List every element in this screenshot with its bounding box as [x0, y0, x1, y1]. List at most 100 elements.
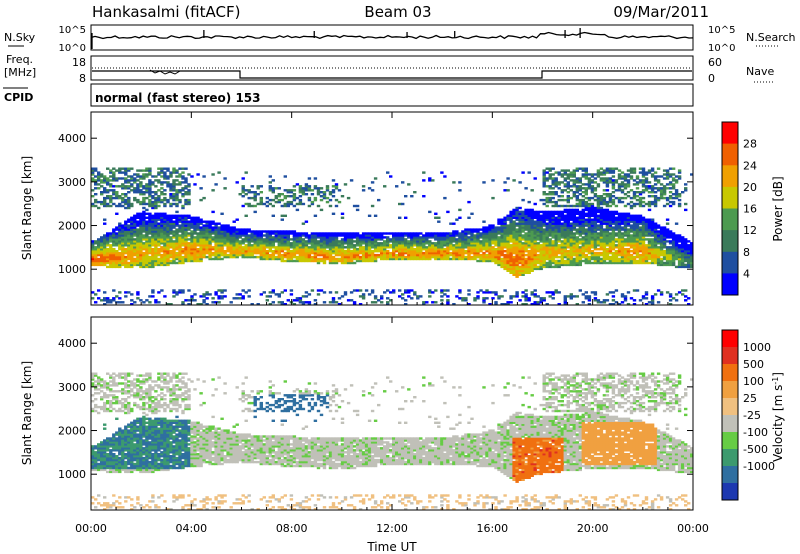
power-cell: [370, 204, 375, 208]
power-cell: [334, 248, 339, 251]
power-cell: [91, 253, 95, 257]
power-cell: [307, 187, 312, 190]
power-cell: [214, 234, 218, 237]
power-cell: [437, 251, 441, 255]
power-cell: [193, 242, 197, 245]
power-cell: [629, 220, 634, 223]
power-cell: [398, 253, 402, 257]
power-cell: [560, 240, 564, 243]
power-cell: [175, 193, 179, 196]
power-cell: [395, 253, 399, 257]
power-cell: [121, 177, 125, 180]
power-cell: [560, 228, 564, 231]
power-cell: [545, 251, 549, 255]
power-cell: [184, 244, 188, 247]
power-cell: [364, 236, 369, 239]
power-cell: [145, 230, 149, 233]
power-cell: [337, 253, 342, 257]
power-cell: [431, 253, 435, 257]
power-cell: [527, 253, 531, 257]
power-cell: [449, 232, 453, 235]
power-cell: [166, 183, 170, 186]
power-cell: [629, 228, 634, 231]
power-cell: [169, 238, 173, 241]
power-cell: [506, 250, 510, 253]
power-cell: [470, 232, 474, 235]
power-cell: [629, 216, 634, 219]
power-cell: [419, 295, 423, 298]
power-cell: [202, 242, 206, 245]
power-cell: [530, 234, 534, 237]
power-cell: [641, 183, 646, 186]
power-cell: [106, 250, 110, 253]
power-cell: [274, 232, 278, 235]
power-cell: [611, 251, 616, 255]
power-cell: [500, 236, 504, 239]
power-cell: [614, 257, 619, 261]
power-cell: [187, 255, 191, 259]
power-cell: [491, 240, 495, 243]
power-cell: [139, 253, 143, 257]
power-cell: [193, 236, 197, 239]
power-cell: [295, 299, 300, 302]
power-cell: [184, 230, 188, 233]
power-cell: [632, 216, 637, 219]
power-cell: [452, 248, 456, 251]
power-cell: [551, 218, 555, 221]
power-cell: [331, 185, 336, 188]
power-cell: [590, 246, 595, 249]
power-cell: [313, 196, 318, 200]
power-cell: [608, 220, 613, 223]
power-cell: [295, 242, 300, 245]
power-cell: [373, 232, 378, 235]
power-cell: [635, 244, 640, 247]
power-cell: [208, 236, 212, 239]
power-cell: [566, 191, 570, 194]
power-cell: [617, 220, 622, 223]
power-cell: [202, 244, 206, 247]
power-cell: [205, 222, 209, 225]
power-cell: [361, 253, 366, 257]
power-cell: [536, 232, 540, 235]
power-plot-area: [91, 167, 694, 306]
power-cell: [488, 248, 492, 251]
power-cell: [503, 257, 507, 261]
power-cell: [404, 299, 408, 302]
power-cell: [154, 218, 158, 221]
power-cell: [310, 189, 315, 192]
power-cell: [370, 251, 375, 255]
power-cell: [524, 240, 528, 243]
power-cell: [181, 216, 185, 219]
power-cell: [133, 242, 137, 245]
power-cell: [641, 173, 646, 176]
power-cell: [626, 261, 631, 265]
power-cell: [608, 248, 613, 251]
power-cell: [491, 248, 495, 251]
power-cell: [581, 301, 585, 304]
power-cell: [316, 191, 321, 194]
power-cell: [259, 202, 263, 206]
power-cell: [304, 246, 309, 249]
power-cell: [563, 259, 567, 263]
power-cell: [160, 289, 164, 292]
power-cell: [458, 297, 462, 300]
power-cell: [590, 253, 595, 257]
power-cell: [271, 189, 275, 192]
power-cell: [530, 230, 534, 233]
power-cell: [160, 228, 164, 231]
power-cell: [163, 257, 167, 261]
power-cell: [259, 198, 263, 202]
power-cell: [178, 255, 182, 259]
power-cell: [367, 242, 372, 245]
power-cell: [614, 255, 619, 259]
power-cell: [527, 220, 531, 223]
power-cell: [401, 246, 405, 249]
power-cell: [328, 261, 333, 265]
power-cell: [503, 259, 507, 263]
power-cell: [130, 175, 134, 178]
power-cell: [566, 185, 570, 188]
power-cell: [103, 263, 107, 267]
power-cell: [367, 234, 372, 237]
power-cell: [97, 261, 101, 265]
power-cell: [115, 193, 119, 196]
